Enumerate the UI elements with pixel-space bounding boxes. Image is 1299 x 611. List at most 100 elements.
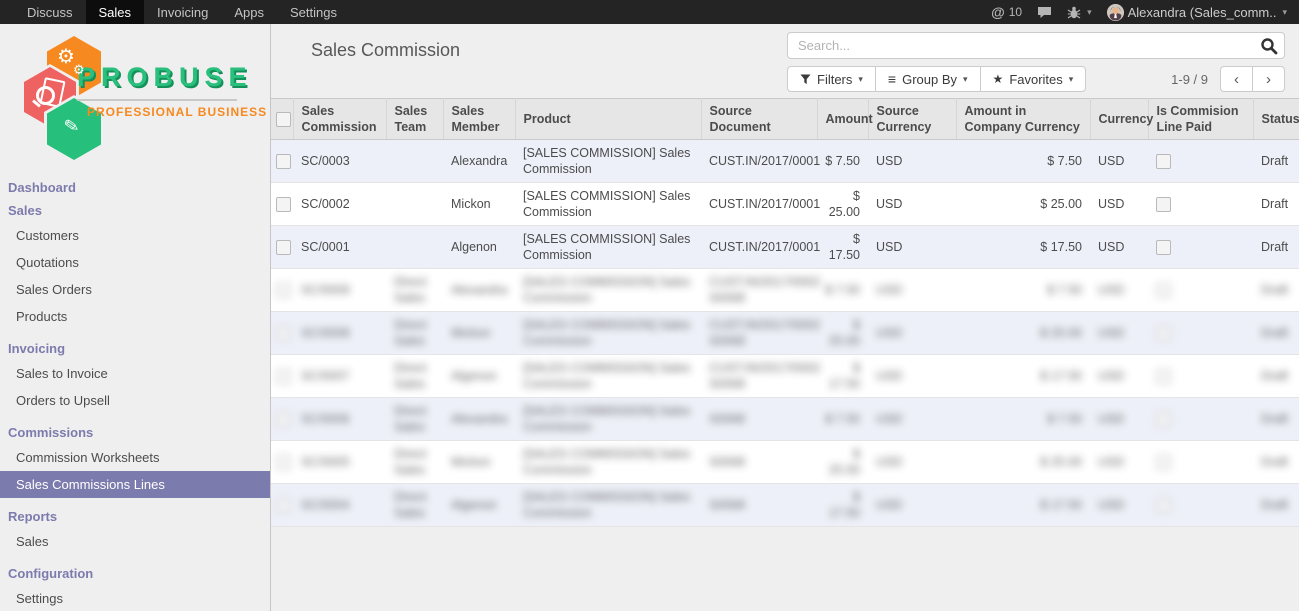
- sidebar-section-invoicing[interactable]: Invoicing: [8, 341, 66, 356]
- cell-sales-member: Algenon: [451, 240, 497, 254]
- cell-amount: $ 17.50: [828, 361, 860, 391]
- cell-currency: USD: [1098, 455, 1125, 469]
- sidebar-item-commission-worksheets[interactable]: Commission Worksheets: [16, 450, 160, 465]
- table-row[interactable]: SC/0003 Alexandra [SALES COMMISSION] Sal…: [271, 139, 1299, 183]
- is-paid-checkbox[interactable]: [1156, 455, 1171, 471]
- user-name: Alexandra (Sales_comm..: [1127, 4, 1277, 20]
- cell-amount-company: $ 7.50: [1047, 412, 1082, 426]
- sidebar-item-orders-to-upsell[interactable]: Orders to Upsell: [16, 393, 110, 408]
- is-paid-checkbox[interactable]: [1156, 283, 1171, 299]
- cell-status: Draft: [1261, 283, 1289, 297]
- user-menu[interactable]: Alexandra (Sales_comm.. ▾: [1106, 3, 1287, 21]
- sidebar-item-customers[interactable]: Customers: [16, 228, 79, 243]
- row-checkbox[interactable]: [276, 283, 291, 299]
- col-header-product[interactable]: Product: [515, 98, 702, 140]
- col-header-sales-commission[interactable]: Sales Commission: [293, 98, 387, 140]
- group-by-button[interactable]: ≡ Group By ▾: [874, 66, 981, 92]
- row-checkbox[interactable]: [276, 498, 291, 514]
- row-checkbox[interactable]: [276, 369, 291, 385]
- sidebar-item-settings[interactable]: Settings: [16, 591, 63, 606]
- search-input[interactable]: [787, 32, 1285, 59]
- is-paid-checkbox[interactable]: [1156, 197, 1171, 213]
- table-header-row: Sales Commission Sales Team Sales Member…: [271, 98, 1299, 140]
- cell-status: Draft: [1261, 498, 1289, 512]
- cell-amount-company: $ 7.50: [1047, 154, 1082, 168]
- sidebar-section-dashboard[interactable]: Dashboard: [8, 180, 76, 195]
- cell-amount-company: $ 17.50: [1040, 369, 1082, 383]
- page-title: Sales Commission: [311, 40, 461, 60]
- mentions-counter[interactable]: @ 10: [991, 4, 1022, 20]
- top-nav: Discuss Sales Invoicing Apps Settings: [14, 0, 350, 24]
- top-menu-discuss[interactable]: Discuss: [27, 4, 73, 20]
- is-paid-checkbox[interactable]: [1156, 498, 1171, 514]
- is-paid-checkbox[interactable]: [1156, 154, 1171, 170]
- row-checkbox[interactable]: [276, 326, 291, 342]
- cell-amount-company: $ 17.50: [1040, 240, 1082, 254]
- sidebar-item-sales-commissions-lines[interactable]: Sales Commissions Lines: [0, 471, 270, 498]
- pager-next-button[interactable]: ›: [1252, 66, 1285, 92]
- col-header-sales-member[interactable]: Sales Member: [443, 98, 516, 140]
- is-paid-checkbox[interactable]: [1156, 326, 1171, 342]
- bug-icon: [1067, 6, 1081, 19]
- row-checkbox[interactable]: [276, 455, 291, 471]
- cell-sales-commission: SC/0003: [301, 154, 350, 168]
- debug-menu-button[interactable]: ▾: [1067, 6, 1092, 19]
- col-header-amount-in-company-currency[interactable]: Amount in Company Currency: [956, 98, 1091, 140]
- sidebar-item-sales-orders[interactable]: Sales Orders: [16, 282, 92, 297]
- top-menu-invoicing[interactable]: Invoicing: [157, 4, 209, 20]
- cell-product: [SALES COMMISSION] Sales Commission: [523, 404, 691, 434]
- sidebar-section-commissions[interactable]: Commissions: [8, 425, 94, 440]
- select-all-checkbox[interactable]: [276, 112, 291, 128]
- row-checkbox[interactable]: [276, 197, 291, 213]
- col-header-source-currency[interactable]: Source Currency: [868, 98, 957, 140]
- sidebar-section-sales[interactable]: Sales: [8, 203, 42, 218]
- top-menu-sales[interactable]: Sales: [85, 0, 145, 24]
- filters-button[interactable]: Filters ▾: [787, 66, 876, 92]
- table-row[interactable]: SC/0007 Direct Sales Algenon [SALES COMM…: [271, 354, 1299, 398]
- row-checkbox[interactable]: [276, 240, 291, 256]
- cell-source-currency: USD: [876, 283, 903, 297]
- is-paid-checkbox[interactable]: [1156, 240, 1171, 256]
- logo-title: PROBUSE: [77, 62, 253, 92]
- is-paid-checkbox[interactable]: [1156, 369, 1171, 385]
- row-checkbox[interactable]: [276, 154, 291, 170]
- sidebar-section-configuration[interactable]: Configuration: [8, 566, 94, 581]
- search-button[interactable]: [1260, 37, 1278, 55]
- row-checkbox[interactable]: [276, 412, 291, 428]
- table-row[interactable]: SC/0004 Direct Sales Algenon [SALES COMM…: [271, 483, 1299, 527]
- col-header-is-commision-line-paid[interactable]: Is Commision Line Paid: [1148, 98, 1254, 140]
- col-header-sales-team[interactable]: Sales Team: [386, 98, 444, 140]
- cell-amount-company: $ 25.00: [1040, 197, 1082, 211]
- sidebar-item-quotations[interactable]: Quotations: [16, 255, 79, 270]
- cell-product: [SALES COMMISSION] Sales Commission: [523, 146, 691, 176]
- top-menu-apps[interactable]: Apps: [234, 4, 264, 20]
- table-row[interactable]: SC/0005 Direct Sales Mickon [SALES COMMI…: [271, 440, 1299, 484]
- favorites-button[interactable]: ★ Favorites ▾: [979, 66, 1087, 92]
- sidebar-section-reports[interactable]: Reports: [8, 509, 58, 524]
- table-row[interactable]: SC/0008 Direct Sales Mickon [SALES COMMI…: [271, 311, 1299, 355]
- sidebar-item-products[interactable]: Products: [16, 309, 68, 324]
- table-row[interactable]: SC/0006 Direct Sales Alexandra [SALES CO…: [271, 397, 1299, 441]
- table-row[interactable]: SC/0001 Algenon [SALES COMMISSION] Sales…: [271, 225, 1299, 269]
- table-row[interactable]: SC/0002 Mickon [SALES COMMISSION] Sales …: [271, 182, 1299, 226]
- commission-lines-table: Sales Commission Sales Team Sales Member…: [271, 98, 1299, 527]
- col-header-amount[interactable]: Amount: [817, 98, 873, 140]
- col-header-currency[interactable]: Currency: [1090, 98, 1153, 140]
- cell-amount-company: $ 17.50: [1040, 498, 1082, 512]
- star-icon: ★: [992, 72, 1004, 86]
- top-menu-settings[interactable]: Settings: [290, 4, 337, 20]
- col-header-status[interactable]: Status: [1253, 98, 1299, 140]
- messages-button[interactable]: [1037, 6, 1052, 19]
- mention-count: 10: [1008, 5, 1023, 19]
- sidebar-menu: Dashboard Sales Customers Quotations Sal…: [0, 176, 270, 611]
- is-paid-checkbox[interactable]: [1156, 412, 1171, 428]
- cell-currency: USD: [1098, 412, 1125, 426]
- sidebar-item-sales-to-invoice[interactable]: Sales to Invoice: [16, 366, 108, 381]
- table-row[interactable]: SC/0009 Direct Sales Alexandra [SALES CO…: [271, 268, 1299, 312]
- cell-source-document: CUST.IN/2017/0001: [709, 154, 821, 168]
- chevron-down-icon: ▾: [1087, 6, 1092, 17]
- col-header-source-document[interactable]: Source Document: [701, 98, 818, 140]
- pager-previous-button[interactable]: ‹: [1220, 66, 1253, 92]
- sidebar-item-reports-sales[interactable]: Sales: [16, 534, 49, 549]
- cell-source-document: CUST.IN/2017/0001: [709, 240, 821, 254]
